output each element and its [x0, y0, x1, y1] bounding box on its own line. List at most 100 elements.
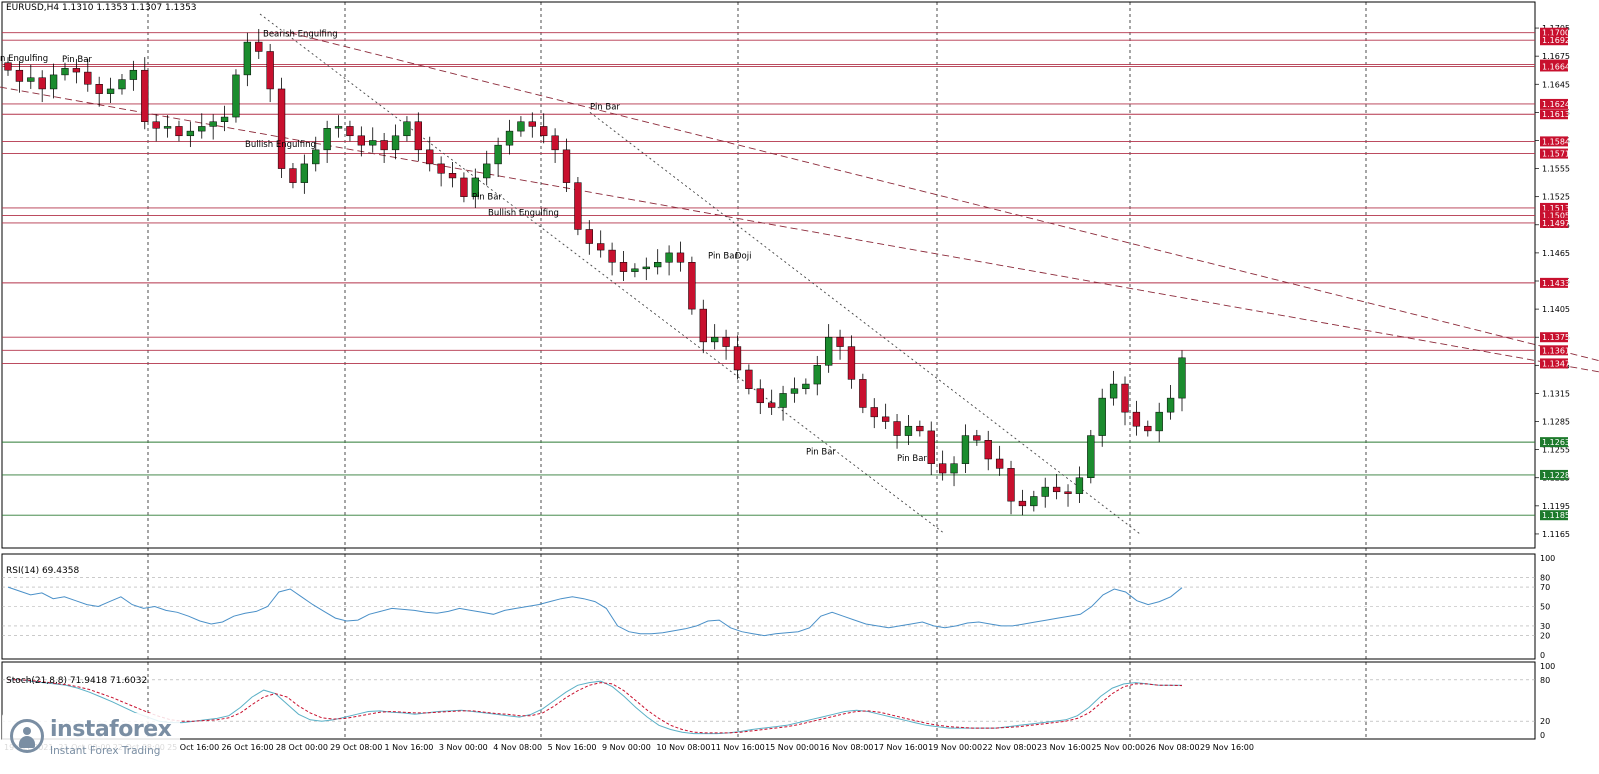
candle-body	[61, 68, 69, 76]
candle-body	[84, 71, 92, 85]
resistance-price-box	[1540, 217, 1568, 228]
candle-body	[779, 393, 787, 408]
pattern-label: Pin Bar	[897, 454, 927, 464]
candle-body	[1064, 491, 1072, 494]
main-chart-title: EURUSD,H4 1.1310 1.1353 1.1307 1.1353	[6, 3, 197, 13]
candle-body	[300, 163, 309, 183]
resistance-price-box	[1540, 345, 1568, 356]
candle-body	[619, 262, 628, 272]
candle-body	[836, 336, 844, 347]
time-axis-label: 3 Nov 00:00	[439, 743, 488, 752]
resistance-price-box	[1540, 109, 1568, 120]
price-tick-label: 1.1405	[1542, 305, 1570, 314]
rsi-line	[7, 586, 1183, 637]
candle-body	[483, 163, 491, 179]
candle-body	[562, 149, 571, 183]
candle-body	[391, 135, 400, 151]
candle-body	[813, 365, 821, 385]
resistance-price-label: 1.1624	[1542, 100, 1570, 109]
time-axis-label: 10 Nov 08:00	[656, 743, 710, 752]
trendline	[589, 112, 1141, 535]
candle-body	[699, 308, 707, 343]
resistance-price-label: 1.1700	[1542, 29, 1570, 38]
resistance-price-label: 1.1664	[1542, 62, 1570, 71]
rsi-level-label: 20	[1540, 632, 1550, 641]
candle-body	[1144, 425, 1152, 432]
candle-body	[768, 402, 776, 408]
price-tick-label: 1.1555	[1542, 165, 1570, 174]
trendline	[289, 32, 1599, 362]
candle-body	[1087, 435, 1095, 478]
candle-body	[448, 173, 457, 179]
pattern-label: Pin Bar	[62, 55, 92, 65]
candle-body	[38, 77, 46, 90]
candle-body	[847, 346, 856, 380]
candle-body	[631, 268, 639, 272]
candle-body	[973, 435, 981, 441]
candle-body	[870, 407, 878, 418]
stoch-title: Stoch(21,8,8) 71.9418 71.6032	[6, 676, 148, 686]
resistance-price-box	[1540, 210, 1568, 221]
candle-body	[1007, 468, 1015, 502]
time-axis-label: 26 Oct 16:00	[221, 743, 273, 752]
candle-body	[141, 69, 149, 122]
candle-body	[528, 121, 536, 127]
time-axis-label: 16 Nov 08:00	[819, 743, 873, 752]
candle-body	[380, 140, 388, 151]
pattern-label: Pin Bar	[590, 103, 620, 113]
candle-body	[574, 182, 582, 230]
stoch-level-label: 100	[1540, 662, 1555, 671]
candle-body	[494, 144, 502, 165]
candle-body	[198, 126, 206, 132]
resistance-price-label: 1.1584	[1542, 137, 1570, 146]
resistance-price-label: 1.1692	[1542, 36, 1570, 45]
candle-body	[95, 84, 103, 94]
resistance-price-label: 1.1433	[1542, 279, 1570, 288]
trendline	[0, 86, 1599, 373]
candle-body	[642, 266, 650, 270]
stoch-level-label: 80	[1540, 676, 1550, 685]
resistance-price-label: 1.1497	[1542, 219, 1570, 228]
stoch-level-label: 0	[1540, 731, 1545, 740]
candle-body	[927, 430, 935, 464]
candle-body	[505, 130, 514, 146]
price-tick-label: 1.1465	[1542, 249, 1570, 258]
candle-body	[129, 69, 138, 80]
support-price-label: 1.1228	[1542, 471, 1570, 480]
candle-body	[1166, 397, 1175, 413]
support-price-box	[1540, 437, 1568, 448]
candle-body	[289, 168, 297, 183]
candle-body	[323, 128, 331, 151]
candle-body	[756, 388, 764, 404]
time-axis-label: 23 Nov 16:00	[1037, 743, 1091, 752]
candle-body	[403, 121, 411, 137]
candle-body	[938, 463, 947, 474]
candle-body	[1018, 500, 1027, 507]
price-tick-label: 1.1285	[1542, 418, 1570, 427]
time-axis-label: 28 Oct 00:00	[276, 743, 328, 752]
candle-body	[1109, 383, 1118, 399]
candle-body	[220, 116, 229, 122]
resistance-price-label: 1.1571	[1542, 150, 1570, 159]
time-axis-label: 29 Nov 16:00	[1200, 743, 1254, 752]
candle-body	[209, 121, 217, 127]
price-tick-label: 1.1315	[1542, 389, 1570, 398]
candle-body	[904, 425, 913, 436]
price-tick-label: 1.1165	[1542, 530, 1570, 539]
candle-body	[654, 262, 662, 268]
candle-body	[1030, 496, 1038, 507]
candle-body	[186, 130, 195, 137]
resistance-price-label: 1.1347	[1542, 359, 1570, 368]
rsi-level-label: 100	[1540, 554, 1555, 563]
time-axis-label: 25 Nov 00:00	[1091, 743, 1145, 752]
pattern-label: Doji	[735, 252, 751, 262]
resistance-price-box	[1540, 332, 1568, 343]
rsi-title: RSI(14) 69.4358	[6, 566, 80, 576]
instaforex-logo: instaforex Instant Forex Trading	[2, 713, 180, 763]
price-tick-label: 1.1255	[1542, 446, 1570, 455]
candle-body	[49, 74, 58, 90]
candle-body	[585, 229, 593, 244]
candle-body	[437, 163, 445, 174]
